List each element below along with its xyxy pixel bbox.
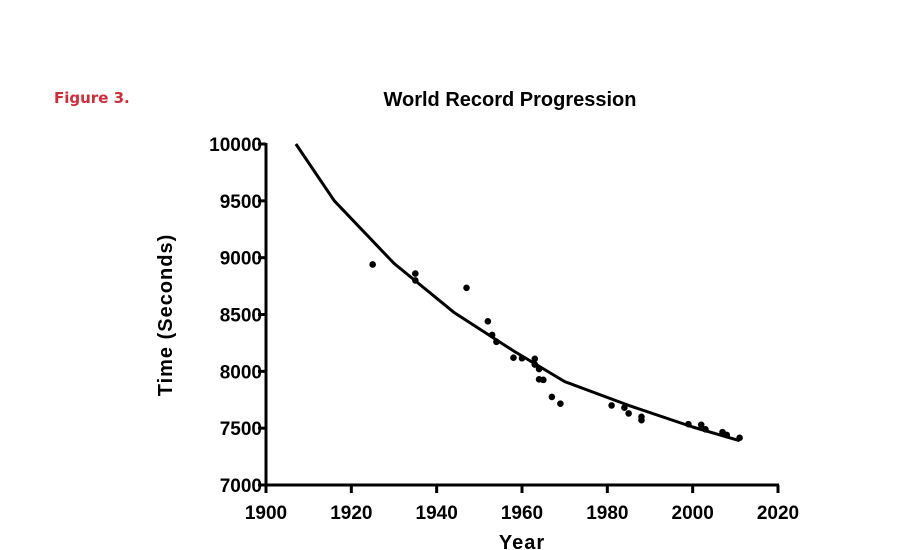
data-point [484,318,492,325]
figure-label: Figure 3. [54,89,130,107]
x-tick-label: 1960 [501,503,543,524]
x-tick-label: 2020 [757,503,799,524]
data-point [531,355,539,363]
data-point [685,420,692,428]
data-point [548,393,556,401]
data-point [621,404,628,412]
y-tick-label: 9000 [220,249,262,270]
x-tick-label: 1980 [586,503,628,524]
data-point [412,277,419,284]
data-point [540,376,547,384]
data-point [493,338,500,346]
data-point [608,402,615,409]
data-point [488,331,496,339]
chart-title: World Record Progression [383,89,636,111]
data-point [557,400,564,408]
data-point [723,431,731,439]
data-point [412,270,419,277]
x-axis-label: Year [499,532,545,550]
x-tick-label: 2000 [672,503,714,524]
data-point [697,421,705,429]
data-point [369,261,376,268]
data-points [369,261,743,442]
data-point [736,434,743,442]
fit-curve [294,143,741,443]
data-point [510,354,517,361]
data-point [535,365,543,373]
data-point [638,416,645,424]
y-tick-label: 10000 [209,135,262,156]
data-point [518,354,526,362]
fit-curve-layer [294,143,741,443]
data-point [702,426,709,433]
y-tick-label: 7000 [220,476,262,497]
y-tick-label: 8500 [220,306,262,327]
data-point [463,284,470,292]
x-tick-label: 1920 [330,503,372,524]
data-point [625,410,632,417]
x-tick-label: 1900 [245,503,287,524]
y-tick-label: 9500 [220,192,262,213]
data-point [531,361,539,368]
y-tick-label: 8000 [220,362,262,383]
y-axis-label: Time (Seconds) [155,234,177,397]
y-tick-label: 7500 [220,419,262,440]
axes: 7000 7500 8000 8500 9000 9500 10000 1900 1920 194… [209,135,799,524]
x-tick-label: 1940 [416,503,458,524]
